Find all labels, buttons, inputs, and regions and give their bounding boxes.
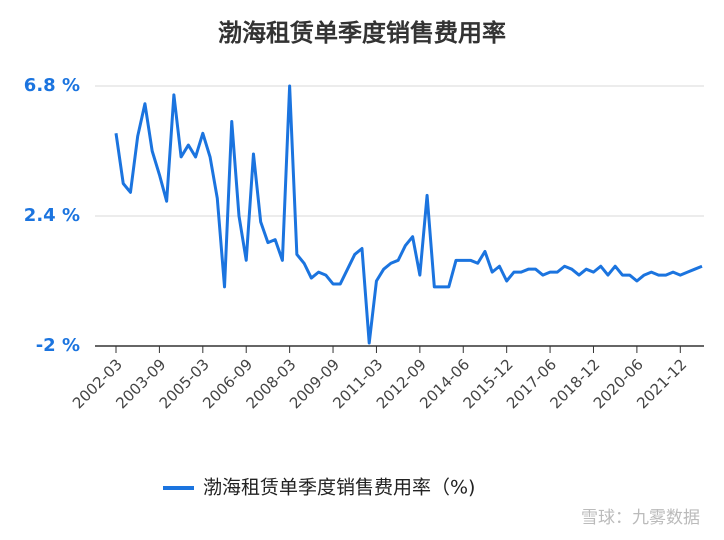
data-line bbox=[114, 84, 703, 345]
chart-title: 渤海租赁单季度销售费用率 bbox=[218, 19, 506, 47]
legend-label: 渤海租赁单季度销售费用率（%) bbox=[203, 477, 475, 499]
y-tick-label: 2.4 % bbox=[24, 205, 80, 226]
watermark: 雪球：九雾数据 bbox=[581, 508, 700, 528]
y-tick-label: 6.8 % bbox=[24, 75, 80, 96]
y-tick-label: -2 % bbox=[36, 335, 80, 356]
